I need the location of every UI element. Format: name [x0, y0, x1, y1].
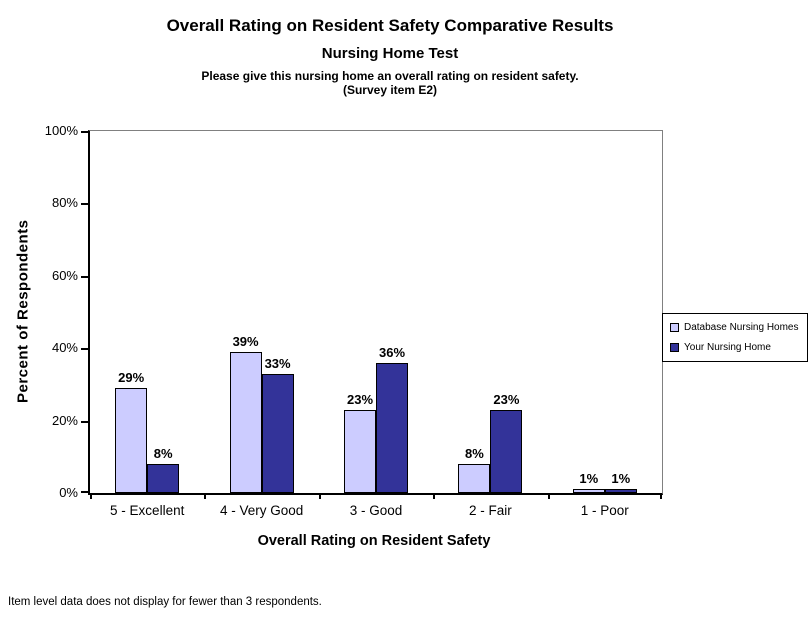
legend-label: Your Nursing Home: [684, 342, 771, 353]
title-block: Overall Rating on Resident Safety Compar…: [0, 16, 780, 97]
bar-series1: [115, 388, 148, 493]
y-axis-tick-label: 0%: [59, 485, 78, 500]
x-category-label: 1 - Poor: [580, 503, 629, 518]
x-axis-tick: [204, 493, 207, 499]
bar-data-label: 29%: [118, 370, 145, 386]
bar-series2: [490, 409, 523, 493]
y-axis-tick-label: 20%: [51, 412, 78, 428]
chart-title: Overall Rating on Resident Safety Compar…: [166, 16, 614, 35]
bar-series1: [458, 464, 491, 493]
legend-label: Database Nursing Homes: [684, 322, 799, 333]
bar-series1: [229, 351, 262, 493]
y-axis-tick-label: 100%: [44, 123, 78, 138]
y-axis-tick-label: 40%: [51, 340, 78, 356]
legend: Database Nursing Homes Your Nursing Home: [662, 313, 808, 362]
legend-item: Database Nursing Homes: [670, 322, 803, 333]
chart-subtitle: Nursing Home Test: [321, 45, 459, 62]
bar-data-label: 33%: [264, 355, 291, 371]
x-axis-tick: [318, 493, 321, 499]
bar-series1: [344, 409, 376, 493]
y-axis-tick-label: 60%: [51, 267, 78, 283]
bar-data-label: 36%: [378, 344, 406, 360]
x-axis-tick: [660, 493, 662, 499]
bar-series2: [147, 464, 180, 493]
y-axis-tick: [81, 131, 88, 133]
plot-area: 0% 20% 40% 60% 80% 100% 29% 8% 5 - Excellent 39% 3…: [45, 123, 663, 518]
x-axis-tick: [547, 493, 550, 499]
bar-series2: [261, 373, 294, 493]
y-axis-tick-label: 80%: [51, 195, 78, 211]
bar-series2: [376, 362, 408, 493]
y-axis-tick: [81, 491, 88, 493]
bar-series1: [572, 489, 605, 493]
x-axis-title: Overall Rating on Resident Safety: [257, 533, 491, 549]
bar-data-label: 23%: [493, 391, 520, 407]
y-axis-tick: [81, 420, 88, 423]
y-axis-tick: [81, 275, 88, 278]
bar-data-label: 8%: [153, 446, 173, 462]
footer-note: Item level data does not display for few…: [8, 596, 322, 608]
chart-question-line2: (Survey item E2): [342, 83, 438, 97]
legend-swatch-series2: [670, 343, 679, 352]
bar-series2: [604, 489, 637, 493]
x-category-label: 5 - Excellent: [110, 503, 185, 518]
legend-swatch-series1: [670, 323, 679, 332]
legend-item: Your Nursing Home: [670, 342, 803, 353]
x-category-label: 3 - Good: [349, 503, 403, 518]
y-axis-tick: [81, 203, 88, 206]
x-axis-tick: [90, 493, 92, 499]
bar-data-label: 1%: [579, 471, 599, 487]
x-axis-tick: [433, 493, 436, 499]
bar-data-label: 23%: [346, 391, 374, 407]
x-category-label: 4 - Very Good: [219, 503, 304, 518]
chart-question-line1: Please give this nursing home an overall…: [201, 69, 579, 83]
y-axis-tick: [81, 348, 88, 351]
x-category-label: 2 - Fair: [469, 503, 512, 518]
bar-data-label: 1%: [611, 471, 631, 487]
bar-data-label: 39%: [232, 333, 259, 349]
bar-data-label: 8%: [464, 446, 484, 462]
y-axis-title: Percent of Respondents: [14, 219, 32, 403]
